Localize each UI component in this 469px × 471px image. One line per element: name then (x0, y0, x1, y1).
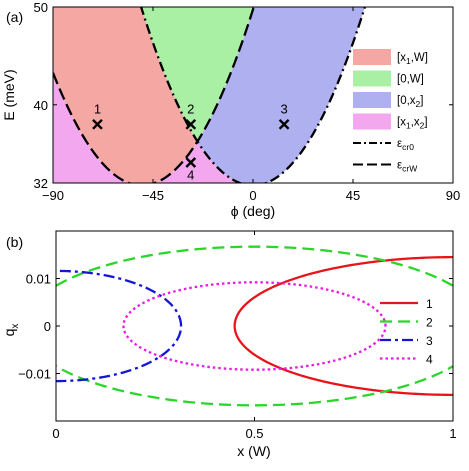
region-0-w (53, 7, 254, 142)
legend-swatch (353, 113, 391, 130)
xtick-label: 0 (249, 188, 256, 203)
panel-b-xlabel: x (W) (237, 443, 270, 459)
xtick-label: 1 (449, 426, 456, 441)
legend-swatch (353, 92, 391, 108)
legend-label: [x1,x2] (397, 117, 428, 131)
region-x1-w (53, 7, 198, 183)
xtick-label: 0.5 (245, 426, 263, 441)
panel-b: (b) 0 0.5 1 0.01 0 −0.01 x (W) qx 1 2 3 4 (1, 230, 457, 459)
ytick-label: 40 (34, 98, 48, 113)
panel-a-label: (a) (6, 9, 23, 25)
series-4-ellipse (122, 281, 387, 371)
xtick-label: 90 (446, 188, 460, 203)
ytick-label: 50 (34, 0, 48, 15)
panel-a-xlabel: ϕ (deg) (231, 203, 275, 219)
legend-label: [0,W] (397, 74, 424, 86)
region-x1-x2 (53, 72, 240, 183)
panel-b-ylabel: qx (1, 324, 21, 337)
legend-label: [x1,W] (397, 52, 428, 66)
point-marker-2 (185, 118, 197, 130)
panel-a-ylabel: E (meV) (1, 69, 17, 120)
legend-swatch (353, 70, 391, 87)
xtick-label: −45 (142, 188, 164, 203)
ytick-label: 0.01 (26, 272, 51, 287)
point-label-1: 1 (94, 101, 101, 116)
ytick-label: 0 (44, 319, 51, 334)
series-2-ellipse (56, 245, 453, 407)
xtick-label: 0 (52, 426, 59, 441)
ytick-label: 32 (34, 176, 48, 191)
panel-b-label: (b) (6, 234, 23, 250)
legend-label-4: 4 (426, 353, 433, 367)
legend-label-3: 3 (426, 334, 433, 348)
series-1-ellipse (233, 255, 453, 397)
xtick-label: 45 (346, 188, 360, 203)
point-marker-4 (185, 157, 197, 168)
point-marker-3 (278, 118, 290, 130)
point-label-4: 4 (187, 167, 194, 182)
point-label-2: 2 (187, 101, 194, 116)
legend-label-1: 1 (426, 297, 433, 311)
legend-swatch (353, 49, 391, 65)
legend-label: εcr0 (397, 138, 414, 152)
series-3-ellipse (56, 269, 183, 383)
point-label-3: 3 (280, 101, 287, 116)
panel-a: (a) 1 2 3 4 −90 −45 0 45 90 40 50 32 ϕ (deg) E (m… (1, 0, 460, 219)
point-marker-1 (92, 118, 103, 130)
ytick-label: −0.01 (18, 367, 51, 382)
legend-label-2: 2 (426, 316, 433, 330)
legend-label: [0,x2] (397, 95, 423, 109)
xtick-label: −90 (42, 188, 64, 203)
legend-label: εcrW (397, 160, 417, 174)
